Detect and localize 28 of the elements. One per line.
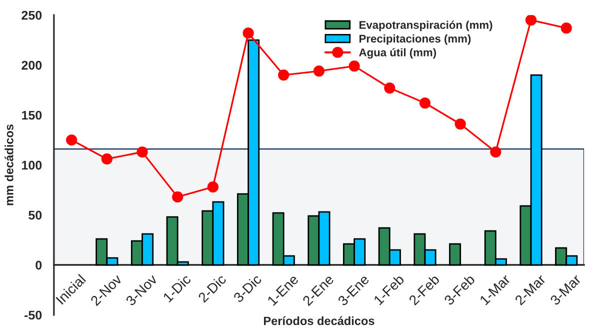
point bbox=[560, 22, 572, 34]
point bbox=[384, 82, 396, 94]
point bbox=[525, 15, 537, 26]
y-axis-title: mm decádicos bbox=[4, 124, 14, 206]
bar bbox=[449, 243, 462, 266]
point bbox=[454, 118, 466, 130]
point bbox=[490, 146, 502, 158]
point bbox=[313, 65, 325, 77]
x-axis-title: Períodos decádicos bbox=[264, 316, 374, 326]
y-tick-label: 200 bbox=[22, 60, 42, 70]
point bbox=[66, 134, 78, 146]
point bbox=[207, 181, 218, 193]
point bbox=[242, 28, 254, 39]
point bbox=[278, 69, 290, 81]
point bbox=[419, 97, 431, 109]
y-tick-label: -50 bbox=[24, 310, 42, 320]
y-tick-label: 150 bbox=[22, 110, 42, 120]
legend-label: Agua útil (mm) bbox=[359, 48, 436, 59]
point bbox=[101, 153, 112, 165]
point bbox=[348, 60, 360, 72]
y-tick-label: 0 bbox=[36, 260, 42, 270]
y-tick-label: 50 bbox=[28, 210, 42, 220]
legend-label: Evapotranspiración (mm) bbox=[360, 20, 492, 32]
point bbox=[172, 191, 184, 203]
point bbox=[136, 146, 148, 158]
y-tick-label: 100 bbox=[22, 160, 42, 170]
y-tick-label: 250 bbox=[22, 10, 42, 20]
legend-label: Precipitaciones (mm) bbox=[360, 34, 471, 45]
